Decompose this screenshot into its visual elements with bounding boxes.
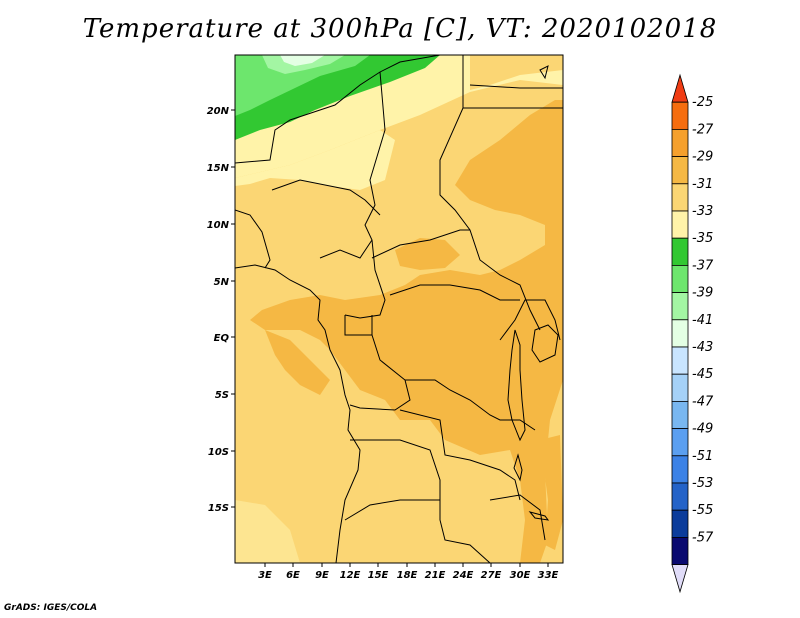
legend-swatch [671,373,689,402]
legend-swatch [671,455,689,484]
legend-swatch [671,237,689,266]
lat-label: 15S [208,503,229,514]
lon-label: 21E [425,570,446,581]
legend-label: -33 [692,204,713,219]
legend-swatch [671,509,689,538]
legend-swatch [671,564,689,594]
lon-label: 9E [315,570,329,581]
legend-label: -53 [692,476,713,491]
legend-label: -47 [692,394,714,409]
legend-swatch [671,428,689,457]
map-title: Temperature at 300hPa [C], VT: 202010201… [82,14,718,44]
legend-swatch [671,210,689,239]
field-warm-patch-1 [395,238,460,270]
legend-swatch [671,264,689,293]
lon-label: 24E [453,570,474,581]
legend-label: -29 [692,150,713,165]
field-mint [280,55,325,66]
lon-label: 18E [397,570,418,581]
lat-label: 5N [214,277,230,288]
legend-label: -25 [692,95,713,110]
legend-label: -39 [692,286,713,301]
color-legend: -25 -27 -29 -31 -33 -35 -37 -39 -41 -43 -45 -47 -49 -… [671,73,714,594]
legend-swatch [671,400,689,429]
legend-label: -49 [692,422,713,437]
field-warm-patch-3 [540,435,563,550]
legend-label: -43 [692,340,713,355]
lat-label: 10N [207,220,230,231]
map-frame [234,54,564,564]
legend-label: -37 [692,258,714,273]
legend-label: -41 [692,313,713,328]
legend-label: -57 [692,530,714,545]
lon-label: 3E [258,570,272,581]
lat-label: 10S [208,447,229,458]
lon-label: 15E [368,570,389,581]
lat-label: 5S [215,390,229,401]
legend-label: -35 [692,231,713,246]
lat-label: 20N [207,106,230,117]
map-field [235,55,563,563]
legend-swatch [671,482,689,511]
lon-label: 6E [286,570,300,581]
legend-label: -51 [692,449,713,464]
lon-label: 12E [340,570,361,581]
legend-swatch [671,101,689,130]
legend-swatch [671,537,689,566]
field-cool-band-2 [235,130,395,190]
legend-swatch [671,128,689,157]
field-lightgreen [235,55,370,116]
grads-credit: GrADS: IGES/COLA [4,603,98,613]
field-warm-patch-2 [265,330,330,395]
field-southwest-cool [235,500,300,563]
lon-label: 30E [510,570,531,581]
lat-label: EQ [214,333,230,344]
field-warm-core [250,100,563,563]
lon-axis: 3E 6E 9E 12E 15E 18E 21E 24E 27E 30E 33E [258,563,559,581]
lat-label: 15N [207,163,230,174]
legend-swatch [671,183,689,212]
legend-label: -55 [692,503,713,518]
lon-label: 27E [481,570,502,581]
legend-swatch [671,156,689,185]
lon-label: 33E [538,570,559,581]
field-south [340,410,445,563]
field-ne-warm [470,55,563,90]
legend-swatch [671,292,689,321]
borders [235,55,563,563]
legend-label: -31 [692,177,713,192]
legend-label: -27 [692,122,714,137]
legend-label: -45 [692,367,713,382]
legend-swatch [671,346,689,375]
legend-swatch [671,319,689,348]
legend-swatch [671,73,689,103]
lat-axis: 20N 15N 10N 5N EQ 5S 10S 15S [207,106,235,514]
